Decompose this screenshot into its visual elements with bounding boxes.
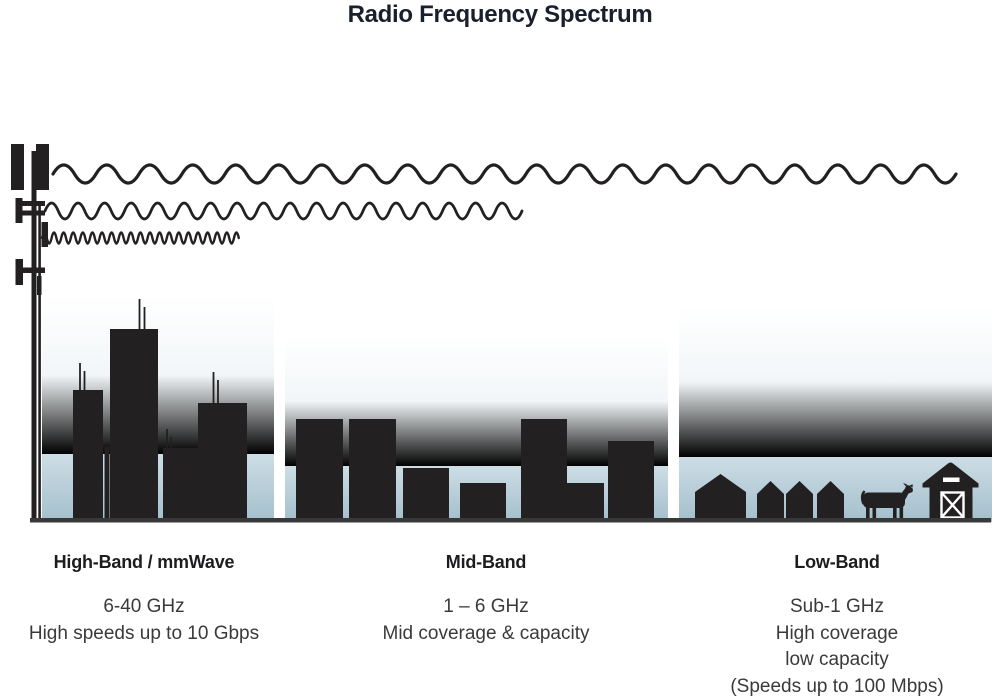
band-description-high: High speeds up to 10 Gbps [28,622,260,644]
band-description-mid: Mid coverage & capacity [382,622,590,644]
house-icon [757,481,784,521]
short-wave-high-band-icon [40,231,240,245]
barn-door [940,491,965,519]
house-icon [817,481,844,521]
barn-vent [943,477,960,482]
building-icon [567,483,604,521]
barn-door-cross [940,491,965,519]
building-icon [163,448,198,521]
band-frequency-mid: 1 – 6 GHz [443,596,529,617]
medium-wave-mid-band-icon [43,201,524,221]
spectrum-illustration [11,144,992,523]
skyscraper-icon [198,403,247,521]
building-icon [521,419,567,521]
band-description-low-2: low capacity [785,649,889,670]
building-icon [349,419,396,521]
building-icon [104,447,110,521]
ground-line [30,518,991,523]
cow-icon [860,483,913,519]
building-icon [296,419,343,521]
cell-tower-icon [11,144,49,521]
city-skyline-high-band [73,299,247,521]
band-frequency-high: 6-40 GHz [103,596,185,617]
band-heading-low: Low-Band [794,552,880,572]
band-description-low-3: (Speeds up to 100 Mbps) [730,675,944,697]
rooftop-antenna-icon [79,299,219,449]
house-icon [786,481,813,521]
band-label-mid-band: Mid-Band 1 – 6 GHz Mid coverage & capaci… [346,551,626,647]
band-frequency-low: Sub-1 GHz [790,596,884,617]
page-title: Radio Frequency Spectrum [347,1,653,28]
buildings-mid-band [296,419,654,521]
band-heading-high: High-Band / mmWave [53,552,235,572]
band-description-low-1: High coverage [775,622,899,644]
rural-scene-low-band [695,462,979,521]
band-label-low-band: Low-Band Sub-1 GHz High coverage low cap… [697,551,977,700]
skyscraper-icon [110,329,158,521]
building-icon [460,483,506,521]
long-wave-low-band-icon [51,163,958,185]
barn-icon [922,462,979,519]
building-icon [608,441,654,521]
building-icon [403,468,449,521]
skyscraper-icon [73,390,103,521]
band-label-high-band: High-Band / mmWave 6-40 GHz High speeds … [4,551,284,647]
band-heading-mid: Mid-Band [445,552,527,572]
house-icon [695,474,746,521]
